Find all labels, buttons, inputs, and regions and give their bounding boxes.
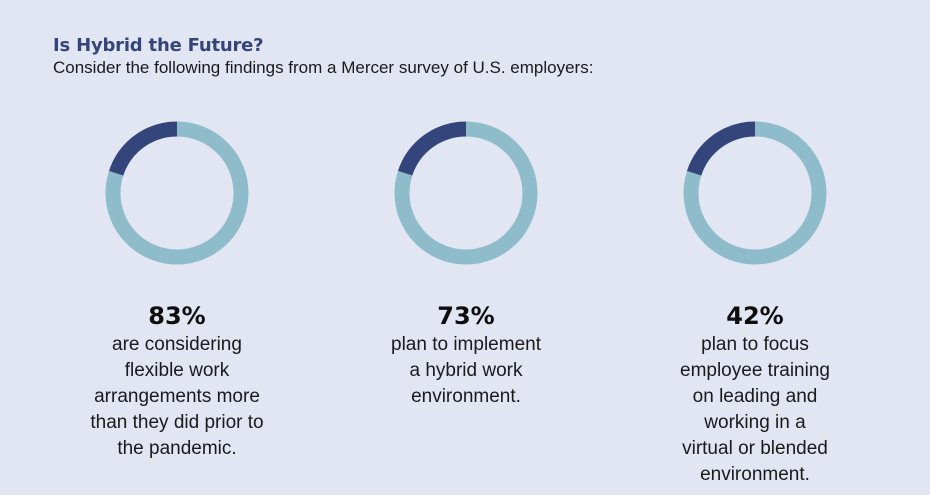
desc-line: on leading and	[692, 386, 818, 407]
stat-value: 42%	[726, 302, 784, 330]
stat-value: 83%	[148, 302, 206, 330]
page-title: Is Hybrid the Future?	[53, 35, 264, 56]
desc-line: plan to focus	[701, 334, 809, 355]
desc-line: environment.	[700, 464, 810, 485]
stat-card-2: 73% plan to implement a hybrid work envi…	[321, 118, 611, 410]
donut-chart-3	[683, 121, 827, 265]
desc-line: are considering	[112, 334, 242, 355]
desc-line: virtual or blended	[682, 438, 828, 459]
stat-card-1: 83% are considering flexible work arrang…	[32, 118, 322, 462]
desc-line: employee training	[680, 360, 830, 381]
stat-description: plan to focus employee training on leadi…	[610, 332, 900, 488]
donut-accent-segment	[108, 121, 178, 176]
stat-description: are considering flexible work arrangemen…	[32, 332, 322, 462]
donut-chart-2	[394, 121, 538, 265]
desc-line: flexible work	[124, 360, 230, 381]
donut-accent-segment	[686, 121, 756, 176]
stat-description: plan to implement a hybrid work environm…	[321, 332, 611, 410]
desc-line: environment.	[411, 386, 521, 407]
desc-line: arrangements more	[94, 386, 260, 407]
desc-line: a hybrid work	[409, 360, 523, 381]
page-subtitle: Consider the following findings from a M…	[53, 58, 594, 77]
desc-line: the pandemic.	[117, 438, 237, 459]
donut-chart-1	[105, 121, 249, 265]
desc-line: than they did prior to	[90, 412, 264, 433]
header: Is Hybrid the Future? Consider the follo…	[53, 35, 593, 79]
desc-line: working in a	[704, 412, 806, 433]
donut-accent-segment	[397, 121, 467, 176]
desc-line: plan to implement	[391, 334, 541, 355]
stat-card-3: 42% plan to focus employee training on l…	[610, 118, 900, 488]
stat-value: 73%	[437, 302, 495, 330]
